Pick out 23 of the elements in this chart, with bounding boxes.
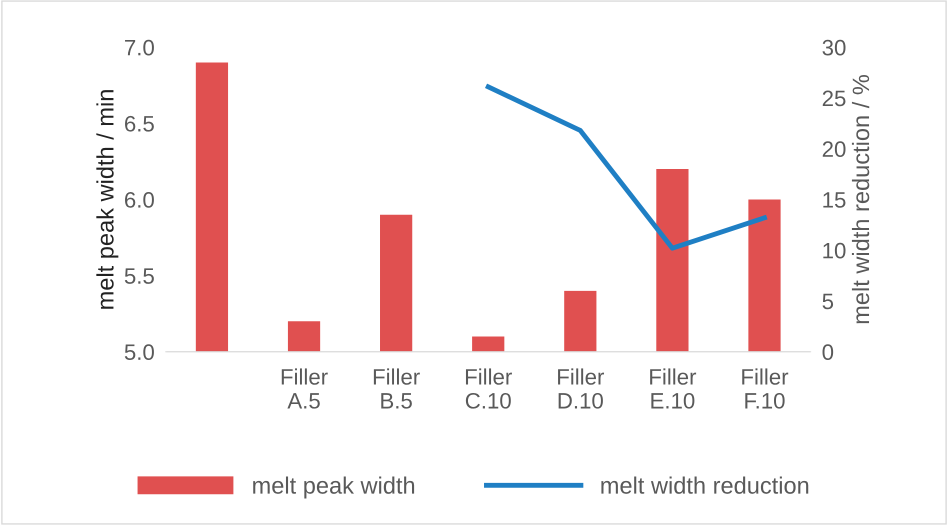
legend-label: melt peak width — [253, 476, 414, 498]
y2-tick-label: 5 — [822, 294, 834, 310]
y2-tick-label: 10 — [823, 242, 846, 259]
y-tick-label: 6.0 — [125, 192, 154, 208]
y2-tick-label: 0 — [822, 344, 834, 360]
x-tick-label: Filler D.10 — [558, 368, 604, 409]
legend-label: melt width reduction — [601, 476, 808, 494]
y2-tick-label: 20 — [822, 141, 846, 158]
y2-tick-label: 25 — [822, 90, 846, 106]
y-tick-label: 5.5 — [124, 268, 154, 284]
x-tick-label: Filler B.5 — [374, 368, 420, 409]
x-tick-label: Filler C.10 — [466, 368, 512, 409]
line-series — [486, 84, 767, 251]
y2-tick-label: 15 — [823, 192, 846, 208]
y2-axis-title: melt width reduction / % — [852, 75, 870, 324]
x-tick-label: Filler A.5 — [282, 368, 328, 409]
y-axis-title: melt peak width / min — [96, 90, 118, 309]
y2-tick-label: 30 — [822, 40, 846, 56]
x-tick-label: Filler E.10 — [650, 368, 696, 409]
x-tick-label: Filler F.10 — [742, 368, 788, 409]
y-tick-label: 5.0 — [124, 344, 154, 360]
y-tick-label: 6.5 — [125, 116, 154, 132]
y-tick-label: 7.0 — [125, 40, 154, 56]
